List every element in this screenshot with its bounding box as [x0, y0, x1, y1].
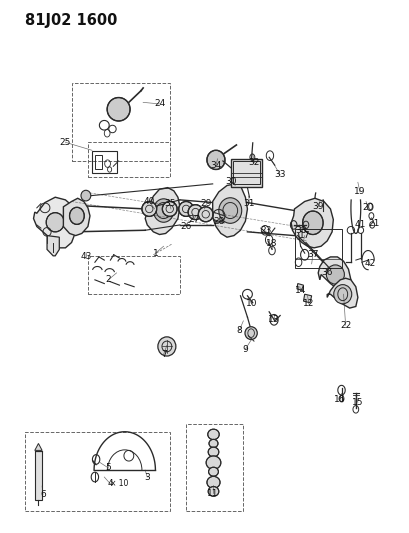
Ellipse shape: [326, 265, 344, 284]
Bar: [35, 451, 42, 500]
Ellipse shape: [46, 213, 64, 232]
Text: 40: 40: [144, 197, 155, 206]
Text: 22: 22: [340, 321, 351, 329]
Ellipse shape: [198, 207, 213, 222]
Text: 15: 15: [352, 398, 364, 407]
Text: 31: 31: [244, 199, 255, 208]
Polygon shape: [35, 443, 42, 450]
Bar: [72, 83, 170, 161]
Text: 13: 13: [268, 316, 280, 324]
Ellipse shape: [209, 439, 218, 448]
Ellipse shape: [142, 201, 157, 216]
Ellipse shape: [153, 199, 174, 222]
Ellipse shape: [179, 201, 193, 216]
Text: 24: 24: [154, 100, 165, 108]
Text: 26: 26: [180, 222, 192, 231]
Text: 41: 41: [354, 221, 366, 229]
Text: 35: 35: [164, 199, 175, 208]
Text: 27: 27: [189, 215, 200, 224]
Ellipse shape: [107, 98, 130, 121]
Bar: [95, 155, 102, 169]
Text: 39: 39: [312, 203, 324, 211]
Polygon shape: [34, 197, 76, 248]
Text: 2: 2: [106, 276, 111, 284]
Text: 21: 21: [369, 220, 380, 228]
Text: 7: 7: [161, 350, 166, 359]
Text: 81J02 1600: 81J02 1600: [25, 13, 117, 28]
Text: 29: 29: [201, 199, 212, 208]
Text: 17: 17: [299, 231, 310, 240]
Text: 33: 33: [274, 171, 286, 179]
Text: 32: 32: [249, 158, 260, 167]
Ellipse shape: [208, 429, 219, 440]
Text: 6: 6: [40, 490, 46, 499]
Ellipse shape: [188, 205, 203, 220]
Polygon shape: [291, 198, 333, 248]
Ellipse shape: [70, 207, 84, 224]
Bar: [88, 256, 180, 294]
Ellipse shape: [206, 456, 221, 470]
Text: 5: 5: [106, 464, 111, 472]
Ellipse shape: [162, 201, 177, 216]
Ellipse shape: [208, 487, 219, 496]
Polygon shape: [63, 198, 90, 236]
Ellipse shape: [81, 190, 91, 201]
Bar: [186, 424, 243, 511]
Text: 18: 18: [266, 239, 278, 248]
Text: 3: 3: [144, 473, 150, 481]
Text: 12: 12: [303, 300, 315, 308]
Text: 16: 16: [334, 395, 345, 404]
Polygon shape: [297, 284, 303, 290]
Polygon shape: [303, 294, 312, 303]
Text: 1: 1: [153, 249, 158, 257]
Bar: [231, 159, 262, 187]
Bar: [233, 161, 260, 184]
Ellipse shape: [303, 211, 323, 235]
Text: 25: 25: [60, 138, 71, 147]
Ellipse shape: [158, 337, 176, 356]
Bar: [25, 432, 170, 511]
Text: 42: 42: [364, 260, 376, 268]
Text: 23: 23: [260, 227, 272, 235]
Text: 14: 14: [295, 286, 306, 295]
Text: 9: 9: [243, 345, 248, 353]
Bar: [88, 142, 170, 177]
Text: 11: 11: [207, 489, 218, 497]
Text: 20: 20: [362, 204, 374, 212]
Text: 38: 38: [295, 226, 306, 235]
Polygon shape: [213, 184, 247, 237]
Ellipse shape: [208, 447, 219, 457]
Ellipse shape: [207, 150, 225, 169]
Ellipse shape: [334, 285, 352, 304]
Polygon shape: [47, 236, 59, 256]
Bar: [295, 229, 342, 268]
Ellipse shape: [245, 327, 257, 340]
Text: 36: 36: [321, 269, 333, 277]
Text: 43: 43: [80, 253, 92, 261]
Text: 30: 30: [225, 177, 237, 185]
Bar: [92, 151, 117, 173]
Text: 37: 37: [307, 251, 319, 259]
Text: × 10: × 10: [110, 480, 129, 488]
Text: 34: 34: [210, 161, 222, 169]
Polygon shape: [327, 278, 358, 308]
Ellipse shape: [207, 477, 220, 488]
Text: 8: 8: [236, 326, 242, 335]
Text: 28: 28: [213, 217, 225, 225]
Text: 4: 4: [108, 480, 113, 488]
Polygon shape: [145, 188, 180, 235]
Text: 10: 10: [246, 300, 257, 308]
Text: 19: 19: [354, 188, 366, 196]
Ellipse shape: [219, 198, 242, 223]
Polygon shape: [318, 257, 351, 293]
Ellipse shape: [209, 467, 218, 476]
